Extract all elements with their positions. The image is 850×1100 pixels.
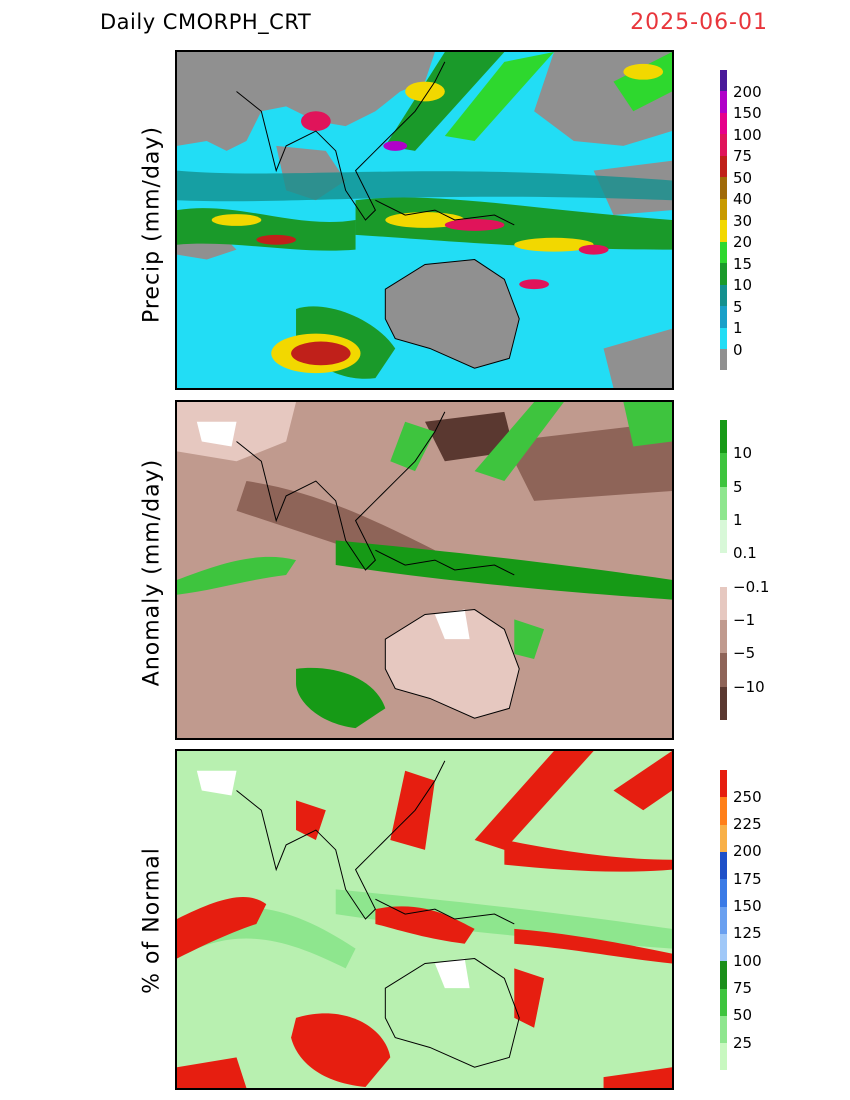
- anomaly-colorbar-label: −0.1: [733, 578, 770, 596]
- percent-axis-label: % of Normal: [139, 847, 165, 994]
- precip-colorbar-label: 150: [733, 104, 762, 122]
- percent-colorbar: [720, 770, 727, 1070]
- precip-colorbar-label: 20: [733, 233, 753, 251]
- precip-axis-label: Precip (mm/day): [139, 125, 165, 324]
- precip-colorbar-label: 40: [733, 190, 753, 208]
- percent-colorbar-label: 125: [733, 924, 762, 942]
- precip-colorbar: [720, 70, 727, 370]
- precip-colorbar-label: 15: [733, 255, 753, 273]
- precip-map: [175, 50, 674, 390]
- anomaly-colorbar-label: 0.1: [733, 544, 757, 562]
- anomaly-colorbar: [720, 420, 727, 720]
- percent-colorbar-label: 175: [733, 870, 762, 888]
- percent-colorbar-label: 250: [733, 788, 762, 806]
- percent-colorbar-label: 50: [733, 1006, 753, 1024]
- percent-colorbar-label: 150: [733, 897, 762, 915]
- percent-colorbar-label: 225: [733, 815, 762, 833]
- anomaly-map: [175, 400, 674, 740]
- precip-colorbar-label: 75: [733, 147, 753, 165]
- chart-title: Daily CMORPH_CRT: [100, 10, 312, 34]
- anomaly-colorbar-label: −10: [733, 678, 765, 696]
- precip-colorbar-label: 1: [733, 319, 743, 337]
- anomaly-colorbar-label: −5: [733, 644, 756, 662]
- anomaly-axis-label: Anomaly (mm/day): [139, 458, 165, 687]
- anomaly-colorbar-label: 5: [733, 478, 743, 496]
- date-label: 2025-06-01: [630, 10, 768, 35]
- precip-colorbar-label: 0: [733, 341, 743, 359]
- anomaly-colorbar-label: −1: [733, 611, 756, 629]
- percent-colorbar-label: 100: [733, 952, 762, 970]
- precip-colorbar-label: 200: [733, 83, 762, 101]
- percent-colorbar-label: 75: [733, 979, 753, 997]
- percent-colorbar-label: 25: [733, 1034, 753, 1052]
- precip-colorbar-label: 100: [733, 126, 762, 144]
- percent-colorbar-label: 200: [733, 842, 762, 860]
- precip-colorbar-label: 30: [733, 212, 753, 230]
- precip-colorbar-label: 10: [733, 276, 753, 294]
- precip-colorbar-label: 5: [733, 298, 743, 316]
- anomaly-colorbar-label: 1: [733, 511, 743, 529]
- anomaly-colorbar-label: 10: [733, 444, 753, 462]
- precip-colorbar-label: 50: [733, 169, 753, 187]
- percent-map: [175, 749, 674, 1090]
